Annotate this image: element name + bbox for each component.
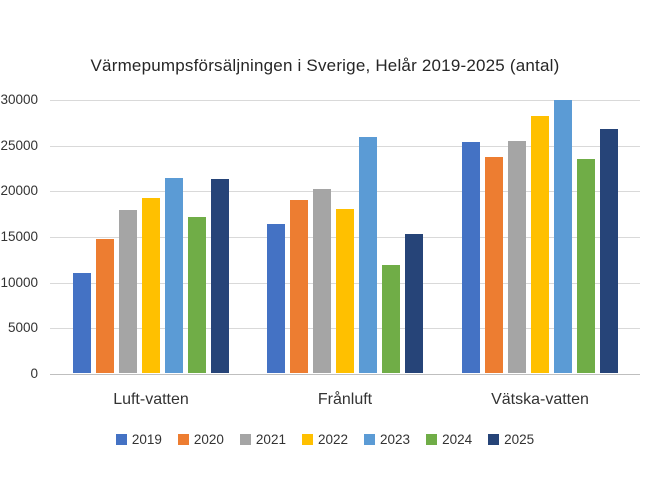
- x-axis-line: [50, 374, 640, 375]
- legend-color-swatch-2025: [488, 434, 500, 445]
- bar-2023-fr-nluft: [359, 137, 377, 373]
- y-axis-tick-label-25000: 25000: [0, 138, 38, 153]
- bar-2022-v-tska-vatten: [531, 116, 549, 373]
- bar-2021-fr-nluft: [313, 189, 331, 373]
- legend-color-swatch-2024: [426, 434, 438, 445]
- gridline-30000: [50, 100, 640, 101]
- legend-item-2024: 2024: [426, 432, 472, 447]
- bar-group-v-tska-vatten: [462, 100, 618, 373]
- legend-item-2019: 2019: [115, 432, 162, 447]
- bar-2019-v-tska-vatten: [462, 142, 480, 373]
- legend-label-2025: 2025: [504, 432, 535, 447]
- bar-2019-fr-nluft: [267, 224, 285, 373]
- legend-label-2023: 2023: [380, 432, 411, 447]
- bar-2022-fr-nluft: [336, 209, 354, 373]
- legend-label-2020: 2020: [193, 432, 224, 447]
- plot-area: [50, 100, 640, 375]
- legend-item-2023: 2023: [364, 432, 410, 447]
- bar-2025-luft-vatten: [211, 179, 229, 373]
- legend-item-2021: 2021: [239, 432, 286, 447]
- legend-color-swatch-2019: [115, 434, 127, 445]
- y-axis-tick-label-20000: 20000: [0, 183, 38, 198]
- bar-2023-v-tska-vatten: [554, 100, 572, 373]
- bar-2020-fr-nluft: [290, 200, 308, 373]
- bar-2019-luft-vatten: [73, 273, 91, 373]
- y-axis-labels: 0 5000 10000 15000 20000 25000 30000: [0, 0, 38, 500]
- legend-color-swatch-2021: [239, 434, 251, 445]
- y-axis-tick-label-15000: 15000: [0, 229, 38, 244]
- legend-color-swatch-2022: [301, 434, 313, 445]
- bar-2023-luft-vatten: [165, 178, 183, 373]
- bar-2024-luft-vatten: [188, 217, 206, 373]
- gridline-20000: [50, 191, 640, 192]
- legend-color-swatch-2020: [177, 434, 189, 445]
- legend-label-2024: 2024: [442, 432, 473, 447]
- bar-2022-luft-vatten: [142, 198, 160, 373]
- bar-2020-luft-vatten: [96, 239, 114, 373]
- y-axis-tick-label-30000: 30000: [0, 92, 38, 107]
- legend-label-2021: 2021: [255, 432, 286, 447]
- gridline-25000: [50, 146, 640, 147]
- y-axis-tick-label-5000: 5000: [7, 320, 38, 335]
- bar-group-fr-nluft: [267, 137, 423, 373]
- legend-color-swatch-2023: [364, 434, 376, 445]
- bar-group-luft-vatten: [73, 178, 229, 373]
- x-axis-category-label-v-tska-vatten: Vätska-vatten: [491, 391, 589, 408]
- y-axis-tick-label-10000: 10000: [0, 275, 38, 290]
- y-axis-tick-label-0: 0: [30, 366, 38, 381]
- legend-item-2025: 2025: [488, 432, 534, 447]
- bar-2025-v-tska-vatten: [600, 129, 618, 373]
- bar-2021-luft-vatten: [119, 210, 137, 373]
- bar-2024-v-tska-vatten: [577, 159, 595, 373]
- bar-2025-fr-nluft: [405, 234, 423, 373]
- legend-item-2022: 2022: [301, 432, 349, 447]
- x-axis-category-label-luft-vatten: Luft-vatten: [113, 391, 189, 408]
- chart-title: Värmepumpsförsäljningen i Sverige, Helår…: [90, 56, 560, 75]
- legend-label-2022: 2022: [317, 432, 349, 447]
- x-axis-category-label-fr-nluft: Frånluft: [317, 391, 373, 408]
- legend: 2019 2020 2021 2022 2023 2024 2025: [0, 432, 650, 447]
- bar-2021-v-tska-vatten: [508, 141, 526, 373]
- bar-2024-fr-nluft: [382, 265, 400, 373]
- legend-label-2019: 2019: [131, 432, 162, 447]
- legend-item-2020: 2020: [177, 432, 224, 447]
- bar-2020-v-tska-vatten: [485, 157, 503, 373]
